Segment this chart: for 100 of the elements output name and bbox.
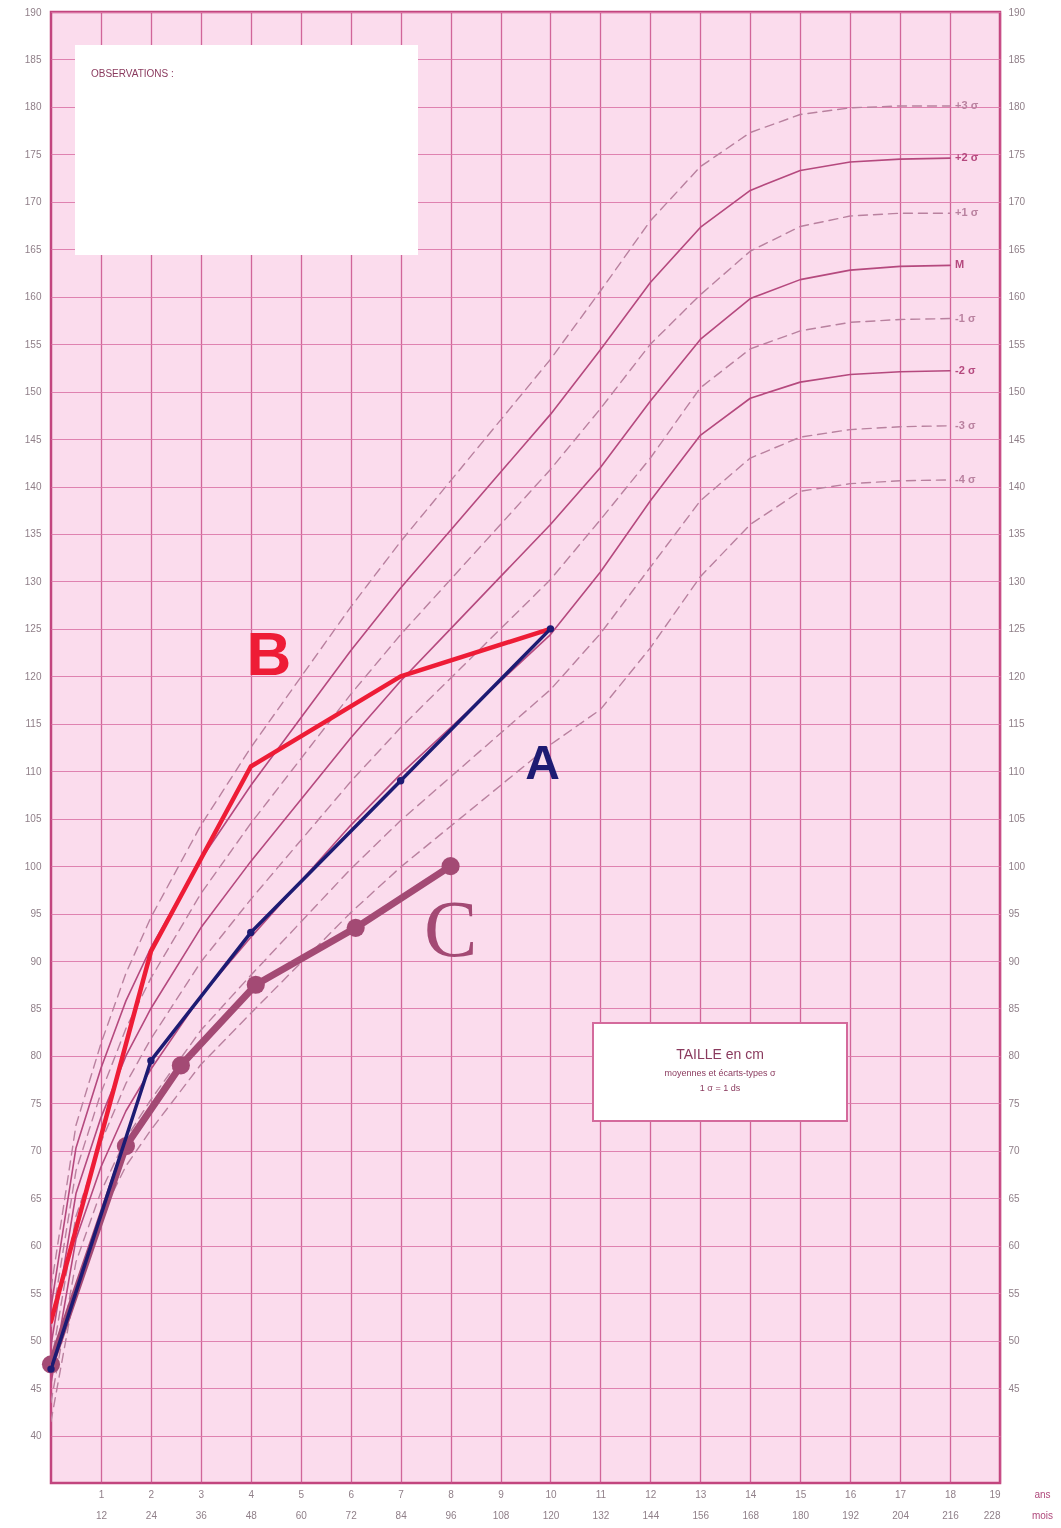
- x2-tick-label: 48: [245, 1509, 258, 1521]
- y2-tick-label: 85: [1008, 1002, 1021, 1014]
- y2-tick-label: 185: [1008, 53, 1026, 65]
- annotation: moyennes et écarts-types σ: [663, 1067, 777, 1080]
- series-label: -1 σ: [955, 311, 976, 324]
- x2-tick-label: 120: [542, 1509, 560, 1521]
- x-tick-label: 3: [198, 1488, 205, 1500]
- x2-tick-label: 168: [742, 1509, 760, 1521]
- x2-tick-label: 156: [692, 1509, 710, 1521]
- x2-axis-title: mois: [1031, 1509, 1054, 1521]
- annotation: TAILLE en cm: [675, 1045, 765, 1064]
- y-tick-label: 60: [30, 1240, 42, 1252]
- y2-tick-label: 90: [1008, 955, 1021, 967]
- x-tick-label: 15: [795, 1488, 807, 1500]
- x2-tick-label: 84: [395, 1509, 408, 1521]
- y2-tick-label: 155: [1008, 338, 1026, 350]
- y2-tick-label: 95: [1008, 908, 1021, 920]
- x2-tick-label: 144: [642, 1509, 660, 1521]
- y-tick-label: 105: [24, 813, 42, 825]
- x-axis-title: ans: [1034, 1488, 1051, 1500]
- y-tick-label: 75: [30, 1097, 42, 1109]
- y2-tick-label: 160: [1008, 291, 1026, 303]
- x2-tick-label: 216: [942, 1509, 960, 1521]
- y-tick-label: 145: [24, 433, 42, 445]
- y-tick-label: 180: [24, 101, 42, 113]
- x-tick-label: 4: [248, 1488, 255, 1500]
- x-tick-label: 8: [448, 1488, 455, 1500]
- y-tick-label: 125: [24, 623, 42, 635]
- y-tick-label: 85: [30, 1002, 42, 1014]
- annotation: OBSERVATIONS :: [91, 67, 175, 81]
- y2-tick-label: 165: [1008, 243, 1026, 255]
- x2-tick-label: 72: [345, 1509, 358, 1521]
- y2-tick-label: 180: [1008, 101, 1026, 113]
- x-tick-label: 2: [148, 1488, 155, 1500]
- y-tick-label: 50: [30, 1335, 42, 1347]
- y2-tick-label: 55: [1008, 1287, 1021, 1299]
- y-tick-label: 150: [24, 386, 42, 398]
- y2-tick-label: 115: [1008, 718, 1025, 730]
- y2-tick-label: 60: [1008, 1240, 1021, 1252]
- y-tick-label: 55: [30, 1287, 42, 1299]
- x-tick-label: 5: [298, 1488, 305, 1500]
- y-tick-label: 65: [30, 1192, 42, 1204]
- x2-tick-label: 60: [295, 1509, 308, 1521]
- x2-tick-label: 132: [592, 1509, 610, 1521]
- y-tick-label: 100: [24, 860, 42, 872]
- x2-tick-label: 24: [145, 1509, 158, 1521]
- series-label: -2 σ: [955, 363, 976, 376]
- x-tick-label: 18: [944, 1488, 957, 1500]
- y2-tick-label: 120: [1008, 670, 1026, 682]
- series-label: M: [955, 258, 965, 271]
- x-tick-label: 11: [595, 1488, 607, 1500]
- x-tick-label: 12: [645, 1488, 657, 1500]
- series-label: +1 σ: [955, 206, 979, 219]
- y2-tick-label: 135: [1008, 528, 1026, 540]
- y2-tick-label: 50: [1008, 1335, 1021, 1347]
- x-tick-label: 9: [498, 1488, 505, 1500]
- x-tick-label: 6: [348, 1488, 355, 1500]
- x-tick-label: 19: [989, 1488, 1001, 1500]
- y2-tick-label: 130: [1008, 575, 1026, 587]
- x2-tick-label: 204: [892, 1509, 910, 1521]
- y-tick-label: 140: [24, 481, 42, 493]
- y-tick-label: 185: [24, 53, 42, 65]
- text-box: OBSERVATIONS :: [75, 45, 418, 255]
- y-tick-label: 120: [24, 670, 42, 682]
- x2-tick-label: 96: [445, 1509, 458, 1521]
- y2-tick-label: 80: [1008, 1050, 1021, 1062]
- y2-tick-label: 140: [1008, 481, 1026, 493]
- y2-tick-label: 145: [1008, 433, 1026, 445]
- y2-tick-label: 45: [1008, 1382, 1021, 1394]
- text-box: TAILLE en cm moyennes et écarts-types σ 1 σ = 1 ds: [592, 1022, 848, 1122]
- x-tick-label: 17: [895, 1488, 907, 1500]
- x-tick-label: 14: [745, 1488, 757, 1500]
- y-tick-label: 70: [30, 1145, 42, 1157]
- x-tick-label: 1: [98, 1488, 105, 1500]
- y2-tick-label: 170: [1008, 196, 1026, 208]
- y2-tick-label: 125: [1008, 623, 1026, 635]
- x-tick-label: 13: [695, 1488, 707, 1500]
- y-tick-label: 135: [24, 528, 42, 540]
- y-tick-label: 45: [30, 1382, 42, 1394]
- y-tick-label: 80: [30, 1050, 42, 1062]
- series-label: -4 σ: [955, 472, 976, 485]
- x2-tick-label: 228: [983, 1509, 1001, 1521]
- x2-tick-label: 36: [195, 1509, 208, 1521]
- y2-tick-label: 150: [1008, 386, 1026, 398]
- y2-tick-label: 110: [1008, 765, 1025, 777]
- x-tick-label: 7: [398, 1488, 405, 1500]
- y-tick-label: 40: [30, 1430, 42, 1442]
- y2-tick-label: 70: [1008, 1145, 1021, 1157]
- y2-tick-label: 75: [1008, 1097, 1021, 1109]
- x2-tick-label: 12: [95, 1509, 108, 1521]
- y-tick-label: 175: [24, 148, 42, 160]
- y2-tick-label: 100: [1008, 860, 1026, 872]
- y-tick-label: 170: [24, 196, 42, 208]
- y2-tick-label: 65: [1008, 1192, 1021, 1204]
- x2-tick-label: 108: [492, 1509, 510, 1521]
- series-label: -3 σ: [955, 418, 976, 431]
- y-tick-label: 115: [25, 718, 42, 730]
- x-tick-label: 10: [545, 1488, 557, 1500]
- y-tick-label: 95: [30, 908, 42, 920]
- y-tick-label: 155: [24, 338, 42, 350]
